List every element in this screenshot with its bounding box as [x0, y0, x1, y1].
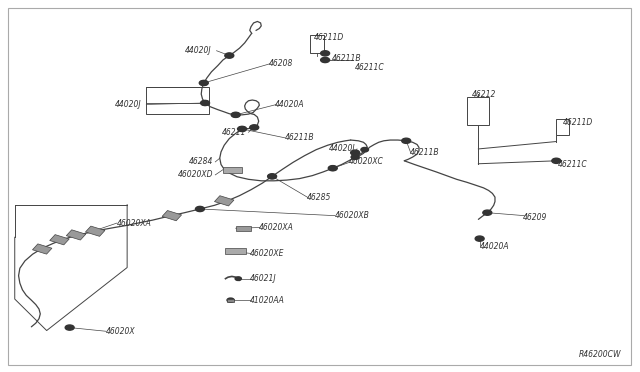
Text: 46211D: 46211D [314, 33, 344, 42]
Circle shape [200, 81, 207, 85]
Circle shape [225, 53, 233, 58]
Circle shape [351, 155, 359, 159]
Circle shape [200, 100, 209, 106]
Circle shape [235, 277, 241, 280]
Text: 46211B: 46211B [410, 148, 439, 157]
Text: 46284: 46284 [189, 157, 213, 166]
Text: 44020A: 44020A [479, 242, 509, 251]
Text: 46211C: 46211C [557, 160, 588, 169]
Circle shape [361, 147, 369, 152]
Circle shape [483, 210, 492, 215]
Circle shape [328, 166, 337, 171]
Text: 46020XB: 46020XB [335, 211, 369, 220]
Text: 46020X: 46020X [106, 327, 136, 336]
Circle shape [402, 138, 411, 143]
Bar [556, 119, 569, 135]
FancyBboxPatch shape [225, 247, 246, 254]
Circle shape [250, 125, 259, 130]
Circle shape [351, 150, 360, 155]
Text: 44020J: 44020J [115, 100, 141, 109]
Circle shape [552, 158, 561, 163]
Circle shape [321, 57, 330, 62]
Text: 46020XC: 46020XC [349, 157, 383, 166]
Text: 46209: 46209 [523, 213, 547, 222]
Circle shape [201, 101, 209, 105]
Circle shape [351, 155, 359, 159]
Text: 46020XA: 46020XA [117, 219, 152, 228]
Circle shape [65, 325, 74, 330]
Circle shape [238, 127, 246, 131]
Circle shape [231, 112, 240, 118]
Circle shape [227, 298, 234, 302]
Circle shape [475, 236, 484, 241]
Bar [467, 97, 489, 125]
Text: 46208: 46208 [269, 59, 293, 68]
Text: 46212: 46212 [472, 90, 497, 99]
Bar [162, 211, 182, 221]
Text: 46020XA: 46020XA [259, 223, 294, 232]
Text: 46211D: 46211D [563, 118, 593, 127]
Circle shape [199, 80, 208, 86]
Bar [214, 196, 234, 206]
Bar [223, 167, 242, 173]
Text: 46211: 46211 [222, 128, 246, 137]
Circle shape [250, 125, 258, 130]
Text: 46020XE: 46020XE [250, 249, 284, 258]
Circle shape [268, 174, 276, 179]
Circle shape [329, 166, 337, 170]
Circle shape [225, 53, 234, 58]
Circle shape [268, 174, 276, 179]
Circle shape [195, 206, 204, 212]
Text: 46020XD: 46020XD [178, 170, 213, 179]
Bar [310, 35, 324, 52]
Bar [86, 226, 105, 236]
Text: 46211B: 46211B [332, 54, 361, 62]
Text: 44020J: 44020J [185, 46, 211, 55]
Bar [67, 230, 86, 240]
Text: 44020A: 44020A [275, 100, 305, 109]
Text: 46211C: 46211C [355, 63, 385, 72]
Bar [236, 226, 251, 231]
Text: 46021J: 46021J [250, 274, 276, 283]
Text: 41020AA: 41020AA [250, 296, 285, 305]
Text: 46211B: 46211B [285, 133, 314, 142]
Bar [50, 235, 69, 245]
Circle shape [321, 51, 330, 56]
Bar [227, 299, 234, 302]
Bar [33, 244, 52, 254]
Circle shape [232, 113, 239, 117]
Text: 44020J: 44020J [328, 144, 355, 153]
Text: R46200CW: R46200CW [579, 350, 621, 359]
Circle shape [237, 126, 246, 132]
Text: 46285: 46285 [307, 193, 332, 202]
